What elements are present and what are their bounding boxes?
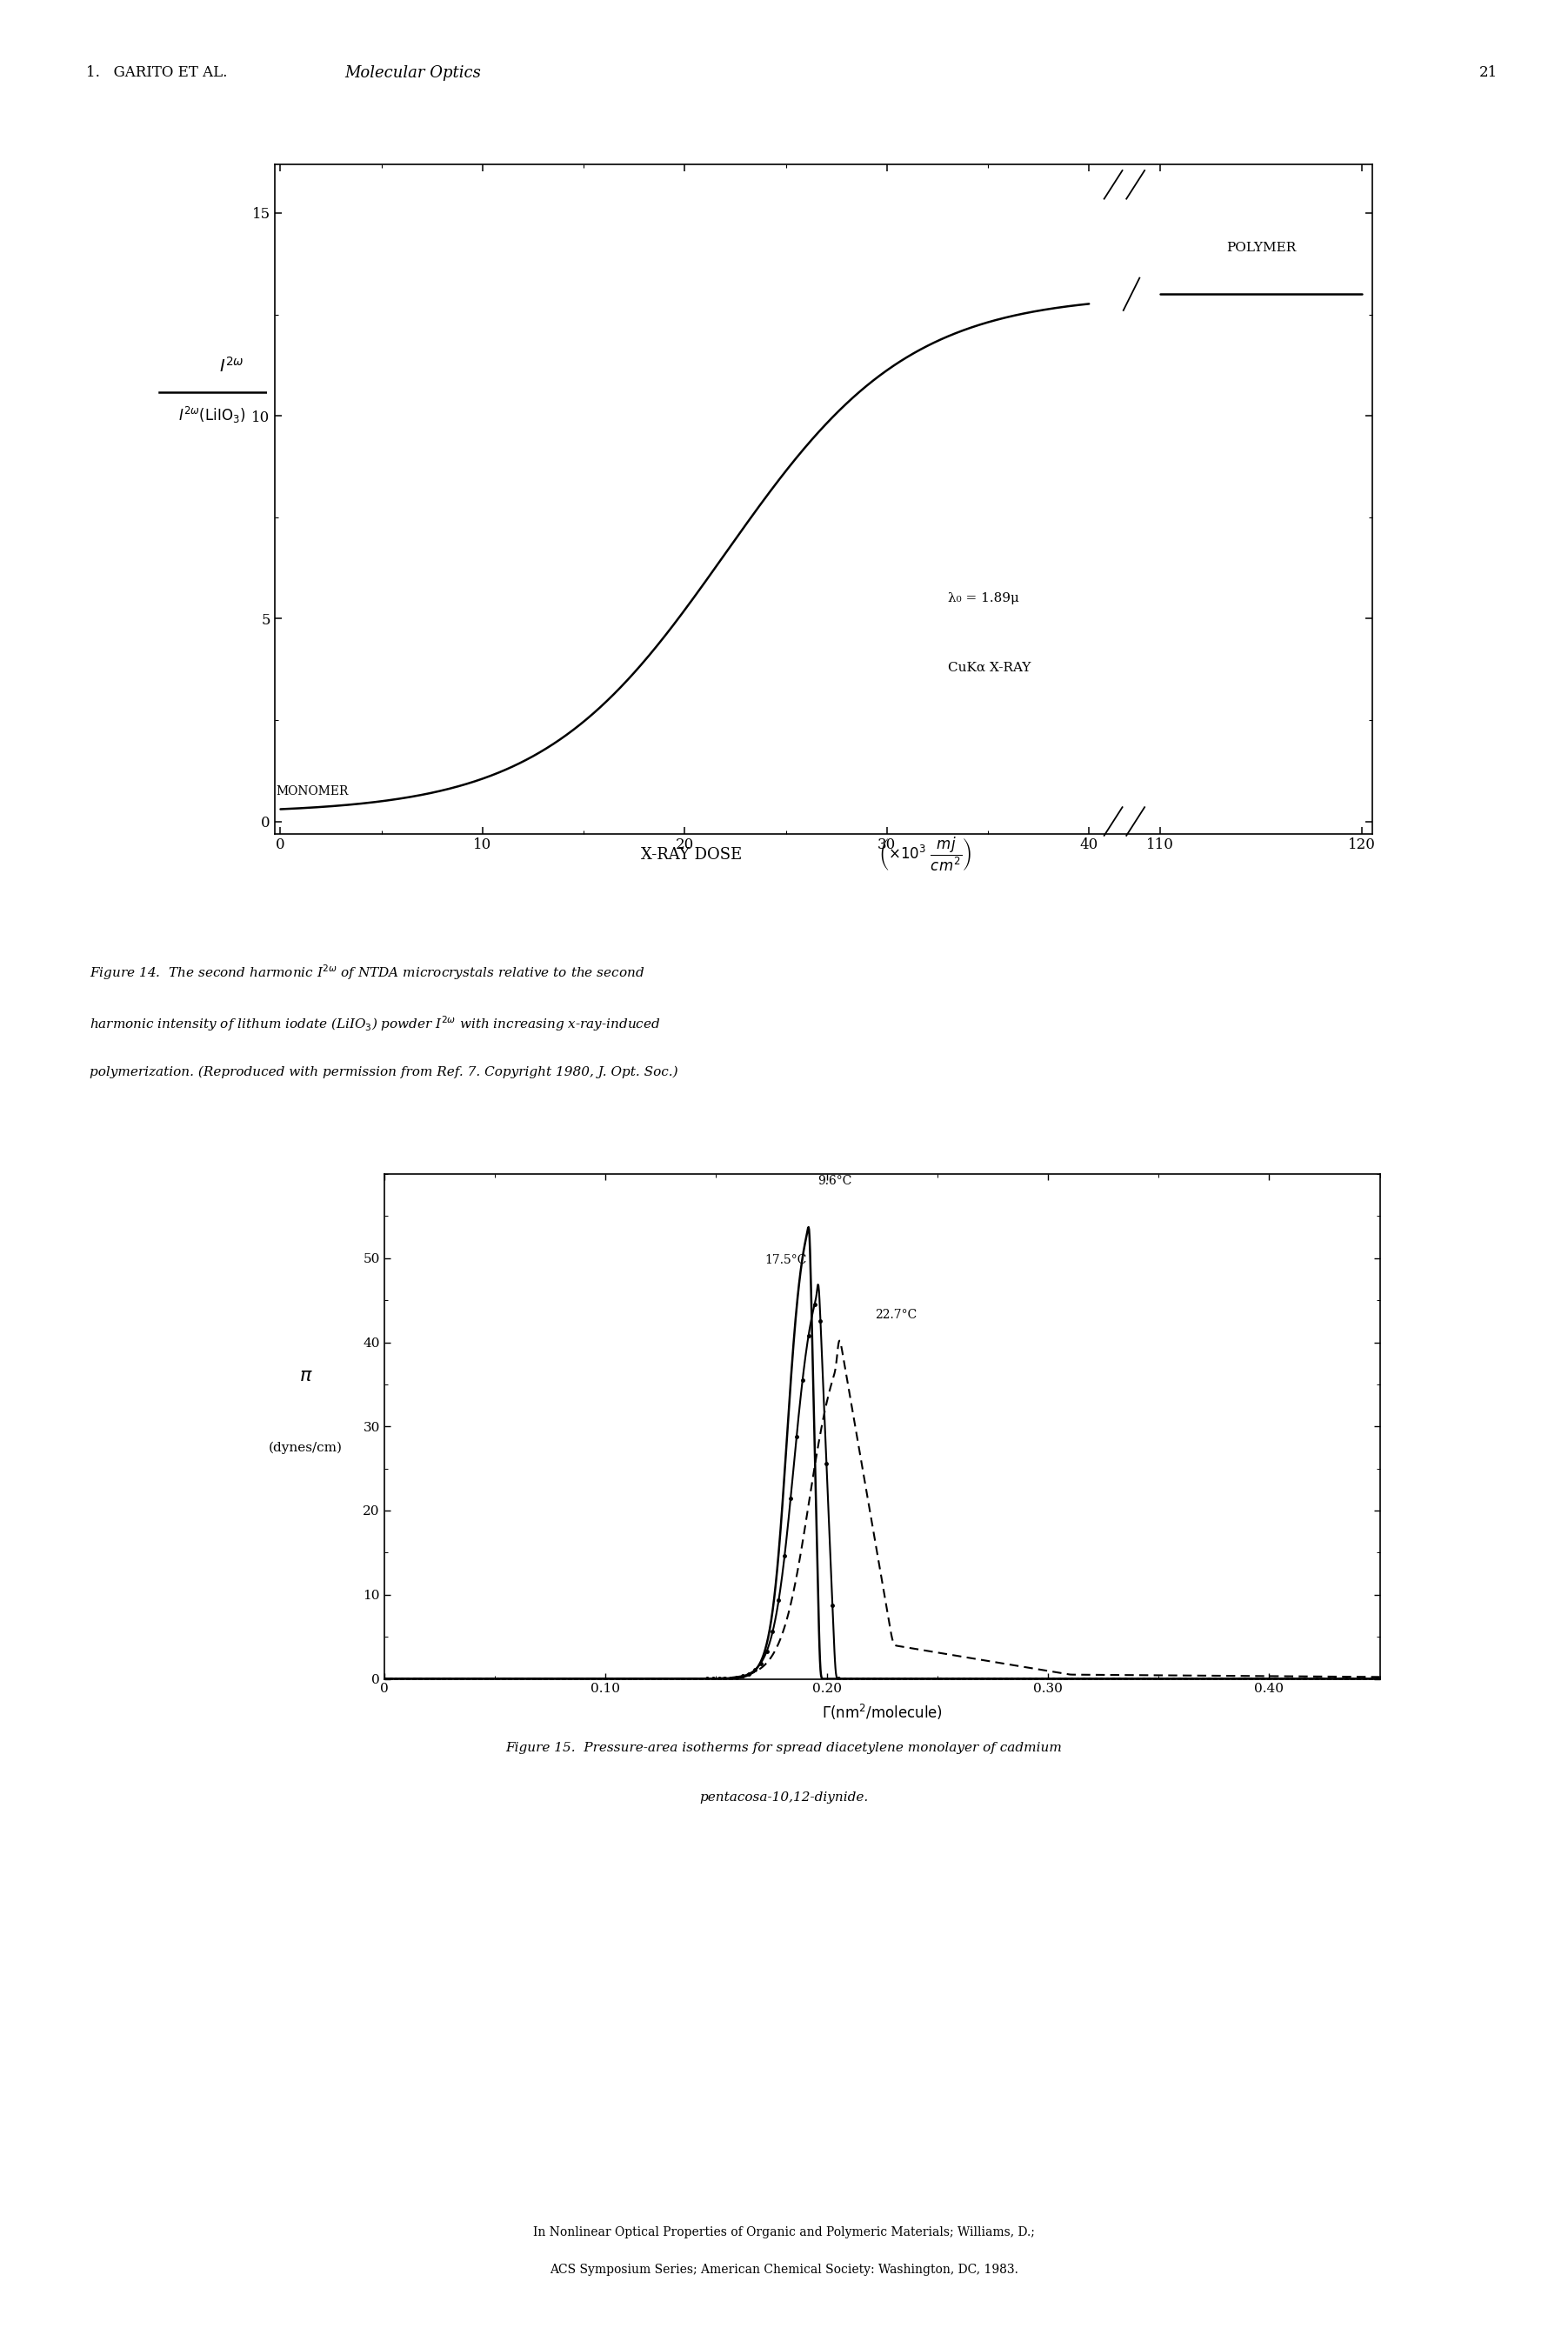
Text: $\left( \times 10^{3}\ \dfrac{mj}{cm^2} \right)$: $\left( \times 10^{3}\ \dfrac{mj}{cm^2} … (878, 836, 971, 873)
Text: $I^{2\omega}(\mathrm{LiIO_3})$: $I^{2\omega}(\mathrm{LiIO_3})$ (179, 406, 245, 425)
Text: $I^{2\omega}$: $I^{2\omega}$ (220, 357, 243, 376)
Text: CuKα X-RAY: CuKα X-RAY (947, 662, 1030, 674)
Text: X-RAY DOSE: X-RAY DOSE (641, 848, 742, 862)
Text: (dynes/cm): (dynes/cm) (268, 1442, 343, 1453)
Text: 22.7°C: 22.7°C (875, 1310, 917, 1322)
Text: In Nonlinear Optical Properties of Organic and Polymeric Materials; Williams, D.: In Nonlinear Optical Properties of Organ… (533, 2226, 1035, 2238)
Text: POLYMER: POLYMER (1226, 242, 1295, 254)
Text: pentacosa-10,12-diynide.: pentacosa-10,12-diynide. (699, 1792, 869, 1803)
Text: 21: 21 (1479, 66, 1497, 80)
X-axis label: $\Gamma(\mathrm{nm^2/molecule})$: $\Gamma(\mathrm{nm^2/molecule})$ (822, 1702, 942, 1721)
Text: 17.5°C: 17.5°C (765, 1254, 808, 1266)
Text: harmonic intensity of lithum iodate (LiIO$_3$) powder I$^{2\omega}$ with increas: harmonic intensity of lithum iodate (LiI… (89, 1014, 660, 1033)
Text: 1.   GARITO ET AL.: 1. GARITO ET AL. (86, 66, 227, 80)
Text: Figure 14.  The second harmonic I$^{2\omega}$ of NTDA microcrystals relative to : Figure 14. The second harmonic I$^{2\ome… (89, 963, 644, 981)
Text: λ₀ = 1.89μ: λ₀ = 1.89μ (947, 592, 1019, 603)
Text: polymerization. (Reproduced with permission from Ref. 7. Copyright 1980, J. Opt.: polymerization. (Reproduced with permiss… (89, 1066, 677, 1078)
Text: Figure 15.  Pressure-area isotherms for spread diacetylene monolayer of cadmium: Figure 15. Pressure-area isotherms for s… (506, 1742, 1062, 1754)
Text: 9.6°C: 9.6°C (818, 1174, 851, 1186)
Text: MONOMER: MONOMER (276, 784, 350, 796)
Text: $\pi$: $\pi$ (299, 1367, 312, 1385)
Text: ACS Symposium Series; American Chemical Society: Washington, DC, 1983.: ACS Symposium Series; American Chemical … (550, 2263, 1018, 2275)
Text: Molecular Optics: Molecular Optics (345, 66, 481, 80)
